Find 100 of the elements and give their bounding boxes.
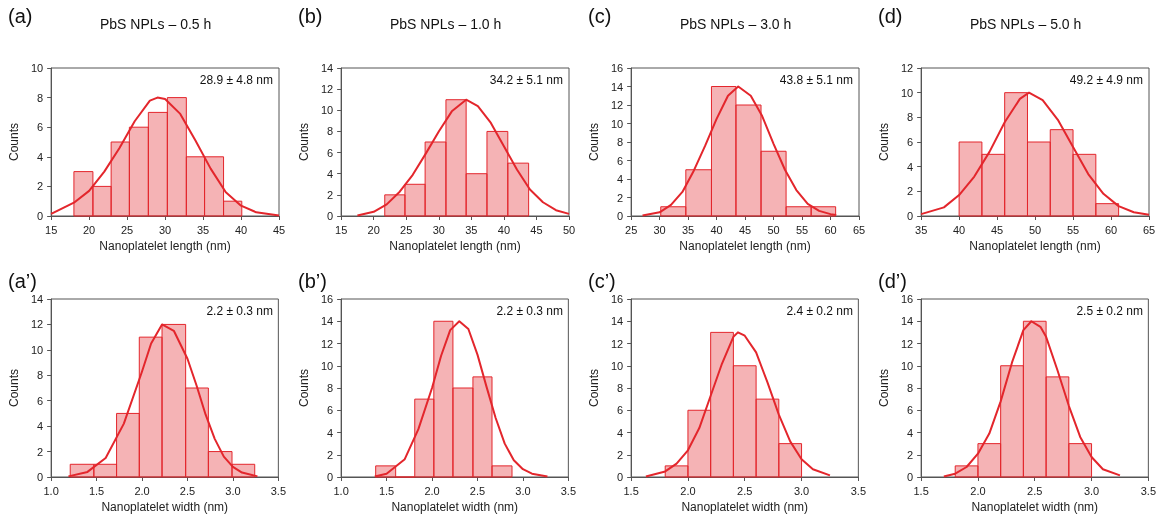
y-tick-label: 14: [320, 315, 334, 328]
x-axis-title: Nanoplatelet width (nm): [391, 499, 519, 514]
x-tick-label: 1.0: [333, 484, 349, 497]
x-tick-label: 65: [852, 223, 866, 236]
x-tick-label: 50: [1028, 223, 1042, 236]
y-tick-label: 12: [900, 337, 914, 350]
x-tick-label: 1.5: [623, 484, 639, 497]
annotation: 34.2 ± 5.1 nm: [489, 73, 563, 87]
x-tick-label: 25: [625, 223, 638, 236]
x-tick-label: 60: [824, 223, 837, 236]
text: (a’): [8, 270, 37, 292]
x-tick-label: 1.0: [43, 484, 59, 497]
y-axis-title: Counts: [877, 122, 891, 162]
x-axis-title: Nanoplatelet length (nm): [679, 238, 811, 253]
x-tick-label: 2.5: [179, 484, 196, 497]
y-tick-label: 16: [610, 62, 624, 74]
y-tick-label: 4: [327, 167, 334, 180]
y-tick-label: 6: [617, 404, 624, 417]
y-tick-label: 2: [907, 448, 914, 461]
y-axis-title: Counts: [7, 122, 21, 162]
x-tick-label: 20: [82, 223, 96, 236]
y-tick-label: 12: [610, 99, 624, 111]
annotation: 2.2 ± 0.3 nm: [496, 304, 563, 318]
chart-title: PbS NPLs – 1.0 h: [390, 16, 502, 32]
x-tick-label: 1.5: [913, 484, 929, 497]
x-tick-label: 3.5: [270, 484, 286, 497]
y-tick-label: 16: [610, 293, 624, 305]
x-tick-label: 35: [681, 223, 695, 236]
x-tick-label: 45: [272, 223, 286, 236]
annotation: 49.2 ± 4.9 nm: [1069, 73, 1143, 87]
x-tick-label: 15: [335, 223, 348, 236]
y-tick-label: 0: [907, 210, 914, 222]
x-tick-label: 55: [1066, 223, 1080, 236]
x-tick-label: 35: [465, 223, 478, 236]
y-tick-label: 12: [610, 337, 624, 350]
y-tick-label: 8: [907, 382, 914, 394]
y-tick-label: 10: [900, 359, 914, 372]
y-tick-label: 12: [320, 337, 334, 350]
y-tick-label: 10: [30, 62, 44, 74]
y-tick-label: 2: [37, 180, 44, 193]
y-tick-label: 0: [907, 471, 914, 483]
line-series: [67, 323, 259, 478]
x-tick-label: 65: [1142, 223, 1156, 236]
y-axis-title: Counts: [297, 368, 311, 408]
y-tick-label: 16: [900, 293, 914, 305]
x-tick-label: 25: [400, 223, 413, 236]
y-tick-label: 8: [37, 369, 44, 382]
line-series: [373, 320, 549, 478]
x-tick-label: 40: [497, 223, 511, 236]
x-tick-label: 40: [710, 223, 723, 236]
text: (b’): [298, 270, 327, 292]
x-tick-label: 3.0: [515, 484, 531, 497]
y-tick-label: 14: [610, 315, 624, 328]
y-axis-title: Counts: [297, 122, 311, 162]
x-axis-title: Nanoplatelet length (nm): [389, 238, 521, 253]
chart-title: PbS NPLs – 3.0 h: [680, 16, 792, 32]
y-axis-title: Counts: [587, 122, 601, 162]
x-tick-label: 60: [1104, 223, 1118, 236]
x-tick-label: 40: [234, 223, 248, 236]
y-tick-label: 6: [37, 121, 44, 134]
chart-title: PbS NPLs – 5.0 h: [970, 16, 1082, 32]
y-axis-title: Counts: [877, 368, 891, 408]
y-tick-label: 0: [617, 471, 624, 483]
y-tick-label: 6: [617, 154, 624, 167]
x-tick-label: 2.5: [1027, 484, 1043, 497]
x-tick-label: 35: [915, 223, 928, 236]
y-tick-label: 4: [907, 426, 914, 439]
y-tick-label: 4: [617, 173, 624, 185]
x-axis-title: Nanoplatelet width (nm): [971, 499, 1099, 514]
x-tick-label: 2.5: [737, 484, 753, 497]
x-axis-title: Nanoplatelet length (nm): [99, 238, 231, 253]
y-tick-label: 4: [617, 426, 624, 439]
x-axis-title: Nanoplatelet width (nm): [681, 499, 809, 514]
x-tick-label: 3.0: [1083, 484, 1100, 497]
chart-title: PbS NPLs – 0.5 h: [100, 16, 212, 32]
y-tick-label: 0: [327, 210, 334, 222]
text: (d): [878, 5, 903, 27]
y-tick-label: 6: [907, 404, 914, 417]
y-tick-label: 12: [900, 62, 914, 74]
y-tick-label: 2: [907, 185, 914, 198]
x-tick-label: 30: [158, 223, 172, 236]
y-axis-title: Counts: [587, 368, 601, 408]
x-tick-label: 1.5: [378, 484, 395, 497]
y-tick-label: 14: [30, 293, 44, 305]
x-tick-label: 50: [767, 223, 780, 236]
y-tick-label: 6: [327, 146, 334, 159]
y-tick-label: 4: [327, 426, 334, 439]
y-tick-label: 14: [900, 315, 914, 328]
line-series: [644, 331, 831, 478]
y-tick-label: 2: [327, 188, 334, 201]
y-tick-label: 6: [37, 394, 44, 407]
y-tick-label: 10: [610, 359, 624, 372]
y-tick-label: 6: [907, 136, 914, 148]
y-tick-label: 8: [37, 91, 44, 104]
x-tick-label: 2.0: [680, 484, 696, 497]
y-tick-label: 0: [37, 210, 44, 222]
y-tick-label: 0: [37, 471, 44, 483]
x-tick-label: 45: [990, 223, 1004, 236]
text: (c): [588, 5, 612, 27]
y-tick-label: 14: [320, 62, 334, 74]
